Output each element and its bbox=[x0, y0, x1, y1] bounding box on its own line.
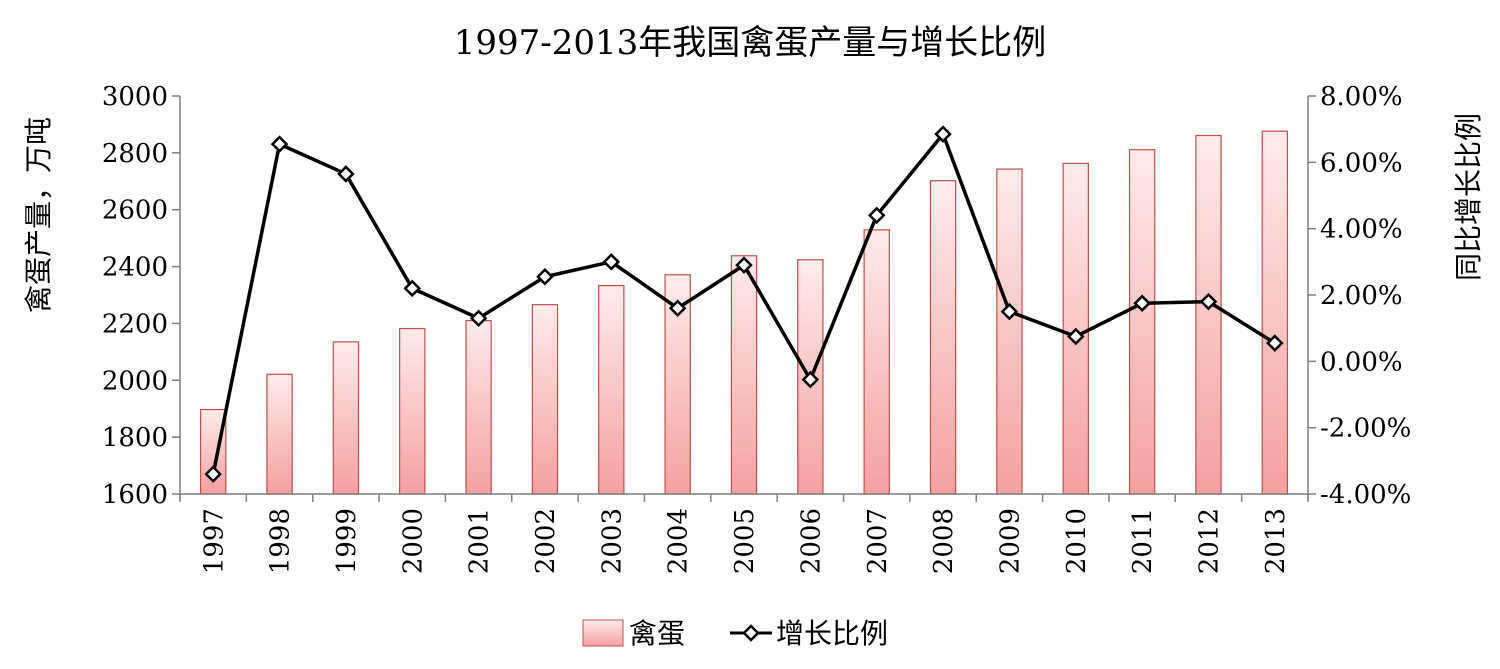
left-y-tick-label: 2800 bbox=[102, 139, 168, 169]
growth-marker-2006 bbox=[801, 370, 820, 389]
x-tick-label: 2013 bbox=[1261, 508, 1291, 574]
legend-bar-label: 禽蛋 bbox=[629, 617, 685, 650]
right-y-axis-title: 同比增长比例 bbox=[1452, 113, 1485, 281]
bar-2001 bbox=[465, 319, 492, 495]
growth-marker-2001 bbox=[469, 309, 488, 327]
left-y-tick-label: 2200 bbox=[102, 309, 168, 339]
growth-marker-2004 bbox=[668, 299, 687, 318]
x-tick-label: 2007 bbox=[863, 508, 893, 574]
legend-bar-swatch bbox=[582, 619, 624, 647]
x-tick-label: 1997 bbox=[199, 508, 229, 574]
x-tick-label: 2011 bbox=[1128, 508, 1158, 574]
bar-2011 bbox=[1128, 149, 1156, 495]
growth-marker-1998 bbox=[270, 135, 289, 153]
x-tick-label: 2006 bbox=[796, 508, 826, 574]
growth-marker-2010 bbox=[1066, 327, 1085, 346]
bar-2002 bbox=[531, 304, 559, 495]
bar-2003 bbox=[598, 285, 625, 495]
growth-marker-2002 bbox=[536, 267, 554, 286]
x-tick-label: 2012 bbox=[1195, 508, 1225, 574]
bar-1998 bbox=[266, 373, 293, 495]
growth-marker-2009 bbox=[1000, 302, 1019, 321]
right-y-tick-label: -4.00% bbox=[1320, 480, 1411, 510]
right-y-tick-label: -2.00% bbox=[1320, 414, 1411, 444]
left-y-axis-title: 禽蛋产量，万吨 bbox=[22, 117, 55, 313]
x-tick-label: 1998 bbox=[266, 508, 296, 574]
bar-2007 bbox=[863, 229, 890, 495]
growth-marker-2000 bbox=[403, 279, 422, 298]
growth-marker-2012 bbox=[1199, 292, 1218, 311]
growth-marker-1999 bbox=[337, 165, 355, 183]
growth-marker-1997 bbox=[204, 465, 222, 483]
bar-2008 bbox=[929, 180, 957, 495]
bar-1999 bbox=[332, 341, 360, 495]
x-tick-label: 2008 bbox=[929, 508, 959, 574]
growth-marker-2008 bbox=[934, 125, 952, 143]
x-tick-labels: 1997 1998 1999 2000 2001 2002 2003 2004 2005 2006… bbox=[199, 508, 1291, 574]
bar-2010 bbox=[1062, 162, 1089, 495]
legend-line-marker bbox=[742, 624, 760, 642]
bar-2009 bbox=[996, 168, 1023, 495]
tick-marks bbox=[172, 95, 1316, 502]
x-tick-label: 2003 bbox=[597, 508, 627, 574]
x-tick-label: 2010 bbox=[1062, 508, 1092, 574]
x-tick-label: 2002 bbox=[531, 508, 561, 574]
x-tick-label: 2001 bbox=[465, 508, 495, 574]
right-y-tick-label: 0.00% bbox=[1320, 347, 1403, 377]
x-tick-label: 2004 bbox=[664, 508, 694, 574]
right-y-tick-label: 4.00% bbox=[1320, 215, 1403, 245]
x-tick-label: 2009 bbox=[996, 508, 1026, 574]
right-y-tick-labels: -4.00% -2.00% 0.00% 2.00% 4.00% 6.00% 8.00% bbox=[1320, 82, 1411, 510]
growth-marker-2007 bbox=[867, 206, 886, 225]
left-y-tick-label: 2400 bbox=[102, 253, 168, 283]
legend: 禽蛋 增长比例 bbox=[582, 617, 888, 650]
right-y-tick-label: 6.00% bbox=[1320, 148, 1403, 178]
growth-marker-2005 bbox=[735, 256, 753, 274]
left-y-tick-label: 2000 bbox=[102, 366, 168, 396]
growth-marker-2011 bbox=[1133, 294, 1151, 313]
plot-area bbox=[172, 95, 1316, 502]
left-y-tick-label: 1800 bbox=[102, 423, 168, 453]
right-y-tick-label: 2.00% bbox=[1320, 281, 1403, 311]
bar-2005 bbox=[730, 255, 758, 495]
left-y-tick-label: 2600 bbox=[102, 196, 168, 226]
left-y-tick-label: 3000 bbox=[102, 82, 168, 112]
bar-series bbox=[199, 130, 1289, 495]
right-y-tick-label: 8.00% bbox=[1320, 82, 1403, 112]
line-series bbox=[204, 125, 1284, 483]
x-tick-label: 1999 bbox=[332, 508, 362, 574]
bar-2013 bbox=[1261, 130, 1289, 495]
legend-line-label: 增长比例 bbox=[776, 617, 888, 650]
x-tick-label: 2000 bbox=[398, 508, 428, 574]
left-y-tick-label: 1600 bbox=[102, 480, 168, 510]
growth-marker-2013 bbox=[1266, 334, 1284, 352]
bar-2012 bbox=[1195, 134, 1222, 495]
bar-2000 bbox=[399, 327, 426, 495]
growth-marker-2003 bbox=[602, 253, 621, 271]
x-tick-label: 2005 bbox=[730, 508, 760, 574]
chart-title: 1997-2013年我国禽蛋产量与增长比例 bbox=[454, 23, 1047, 63]
left-y-tick-labels: 1600 1800 2000 2200 2400 2600 2800 3000 bbox=[102, 82, 168, 510]
